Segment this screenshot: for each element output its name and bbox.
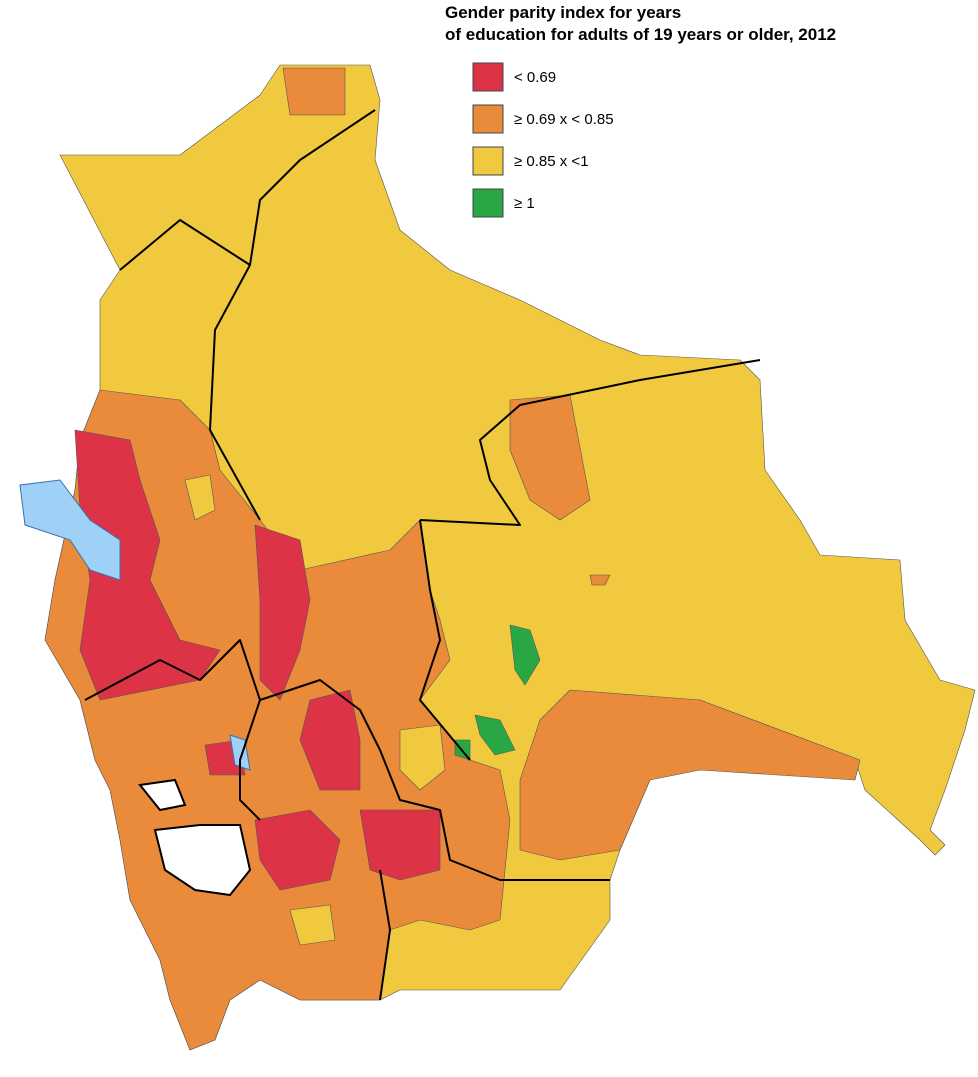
region bbox=[519, 689, 861, 861]
region bbox=[74, 429, 221, 701]
department-border bbox=[249, 109, 376, 266]
region bbox=[282, 67, 346, 116]
region bbox=[184, 474, 216, 521]
region bbox=[254, 524, 311, 701]
salt-flat bbox=[153, 824, 252, 897]
region bbox=[509, 624, 541, 686]
region bbox=[289, 904, 336, 946]
region bbox=[299, 689, 361, 791]
title-line: of education for adults of 19 years or o… bbox=[445, 25, 836, 44]
legend-swatch bbox=[472, 104, 504, 134]
legend-swatch bbox=[472, 188, 504, 218]
department-border bbox=[239, 699, 261, 821]
region bbox=[589, 574, 611, 586]
region bbox=[474, 714, 516, 756]
department-border bbox=[419, 359, 761, 526]
legend-swatch bbox=[472, 62, 504, 92]
regions bbox=[44, 64, 976, 1051]
region bbox=[254, 809, 341, 891]
legend-swatch bbox=[472, 146, 504, 176]
department-border bbox=[419, 519, 471, 761]
department-border bbox=[84, 639, 610, 881]
department-border bbox=[119, 219, 261, 521]
lake bbox=[19, 479, 121, 581]
region bbox=[399, 724, 446, 791]
title-line: Gender parity index for years bbox=[445, 3, 681, 22]
legend: < 0.69 ≥ 0.69 x < 0.85 ≥ 0.85 x <1 ≥ 1 bbox=[472, 62, 614, 218]
legend-label: ≥ 0.85 x <1 bbox=[514, 153, 589, 170]
legend-label: ≥ 0.69 x < 0.85 bbox=[514, 111, 614, 128]
department-border bbox=[379, 869, 391, 1001]
region bbox=[359, 809, 441, 881]
legend-label: < 0.69 bbox=[514, 69, 556, 86]
legend-label: ≥ 1 bbox=[514, 195, 535, 212]
salt-flat bbox=[138, 778, 187, 812]
